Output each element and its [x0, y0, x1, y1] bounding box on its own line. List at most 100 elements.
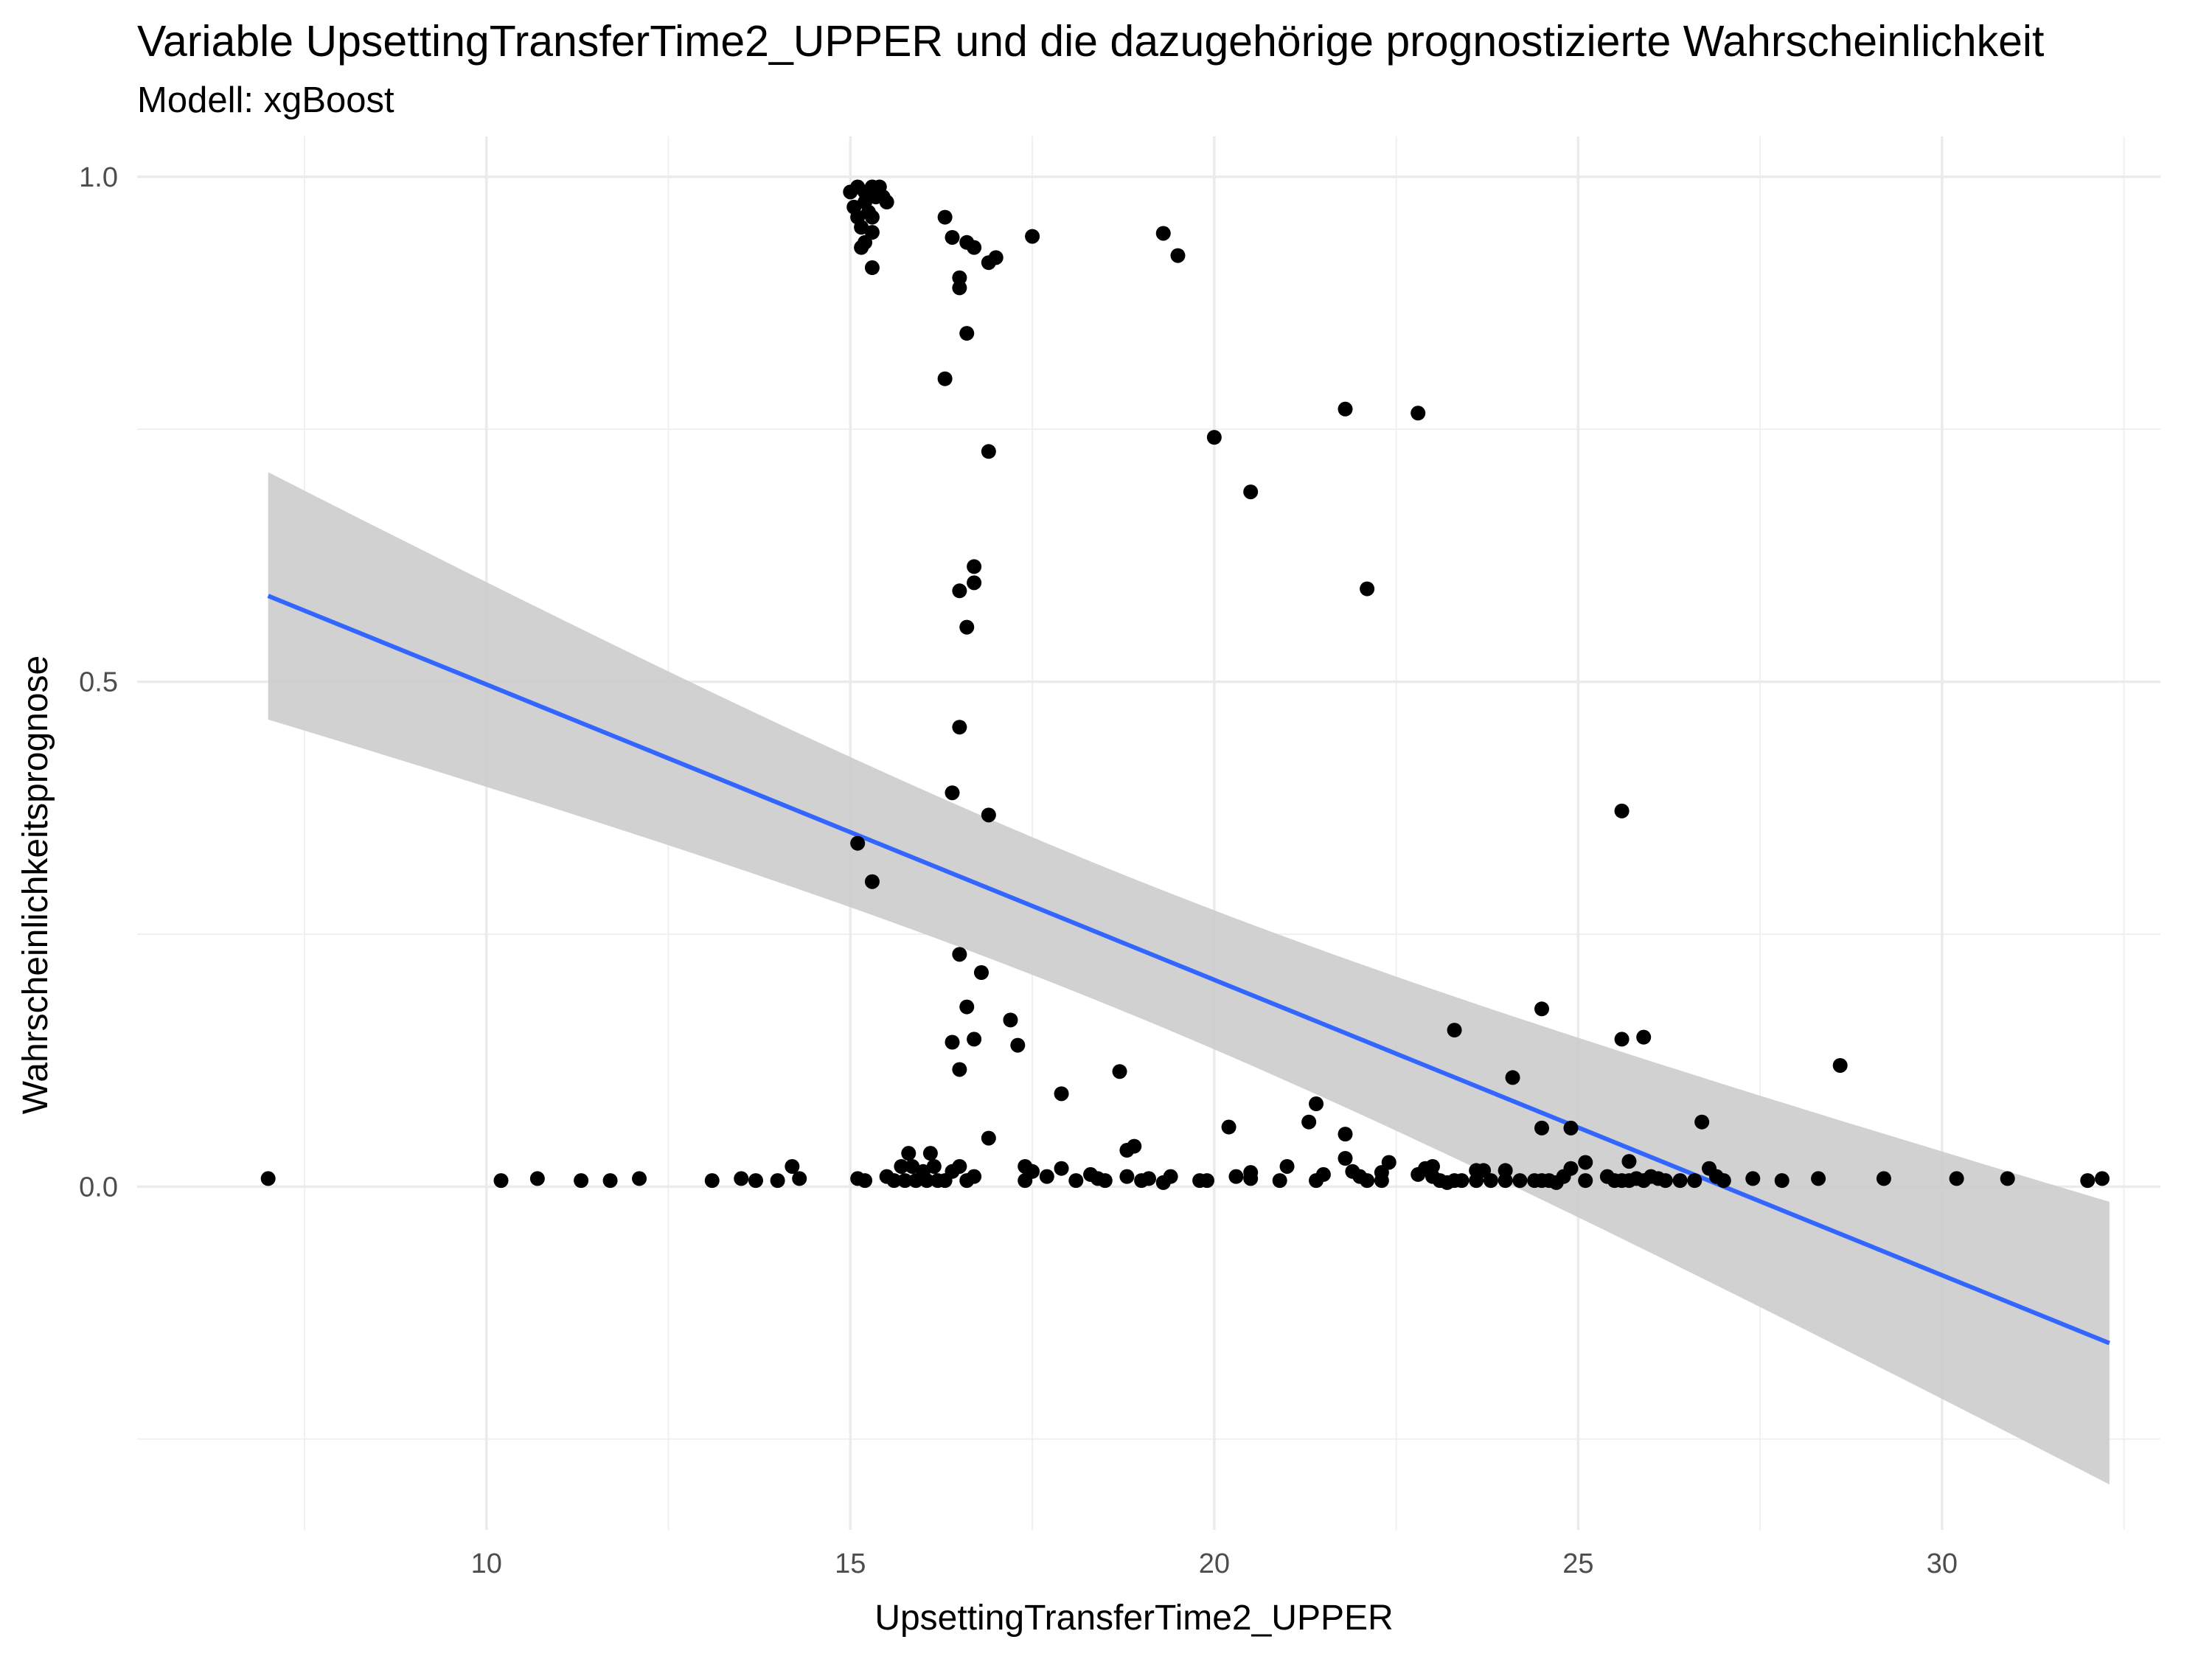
data-point: [1003, 1012, 1018, 1028]
data-point: [1360, 1173, 1375, 1189]
data-point: [967, 1169, 982, 1184]
data-point: [1505, 1070, 1520, 1085]
data-point: [632, 1171, 647, 1186]
data-point: [792, 1171, 807, 1186]
data-point: [493, 1173, 509, 1189]
data-point: [1018, 1173, 1033, 1189]
data-point: [1243, 1171, 1259, 1186]
data-point: [952, 1062, 967, 1077]
data-point: [967, 1032, 982, 1047]
data-point: [260, 1171, 276, 1186]
data-point: [1949, 1171, 1964, 1186]
data-point: [1636, 1029, 1652, 1045]
data-point: [952, 947, 967, 962]
data-point: [1578, 1173, 1593, 1189]
data-point: [529, 1171, 545, 1186]
data-point: [945, 785, 960, 801]
data-point: [1119, 1169, 1135, 1184]
data-point: [1687, 1173, 1703, 1189]
data-point: [734, 1171, 749, 1186]
data-point: [952, 583, 967, 599]
data-point: [785, 1158, 800, 1174]
chart-title: Variable UpsettingTransferTime2_UPPER un…: [137, 17, 2045, 66]
y-axis-title: Wahrscheinlichkeitsprognose: [16, 655, 55, 1115]
data-point: [2000, 1171, 2015, 1186]
data-point: [1360, 581, 1375, 597]
data-point: [886, 1173, 902, 1189]
data-point: [1716, 1173, 1731, 1189]
data-point: [1512, 1173, 1528, 1189]
data-point: [952, 270, 967, 285]
data-point: [1221, 1119, 1237, 1135]
data-point: [894, 1158, 909, 1174]
data-point: [1163, 1169, 1178, 1184]
data-point: [1127, 1138, 1142, 1154]
data-point: [952, 280, 967, 296]
data-point: [1563, 1120, 1579, 1135]
data-point: [2095, 1171, 2110, 1186]
data-point: [1272, 1173, 1287, 1189]
data-point: [2080, 1173, 2096, 1189]
data-point: [864, 260, 880, 276]
data-point: [1141, 1171, 1156, 1186]
data-point: [981, 444, 996, 459]
data-point: [922, 1146, 938, 1161]
data-point: [574, 1173, 589, 1189]
data-point: [1338, 1151, 1353, 1166]
data-point: [770, 1173, 785, 1189]
data-point: [1381, 1155, 1397, 1170]
data-point: [926, 1158, 942, 1174]
data-point: [1155, 226, 1171, 241]
data-point: [937, 371, 953, 386]
y-tick-label: 0.0: [79, 1172, 118, 1203]
y-axis-ticks: 0.0 0.5 1.0: [79, 162, 118, 1203]
data-point: [1025, 229, 1040, 244]
data-point: [1309, 1096, 1324, 1112]
data-point: [748, 1173, 763, 1189]
data-point: [1876, 1171, 1891, 1186]
data-point: [1563, 1161, 1579, 1176]
y-tick-label: 0.5: [79, 667, 118, 698]
data-point: [1039, 1169, 1054, 1184]
data-point: [959, 326, 975, 341]
data-point: [959, 619, 975, 635]
data-point: [1010, 1037, 1026, 1053]
data-point: [1534, 1001, 1550, 1017]
data-point: [1447, 1023, 1462, 1038]
data-point: [1534, 1120, 1550, 1135]
data-point: [1279, 1158, 1295, 1174]
data-point: [901, 1146, 917, 1161]
data-point: [864, 874, 880, 889]
data-point: [1199, 1173, 1214, 1189]
data-point: [1832, 1058, 1848, 1073]
data-point: [945, 1034, 960, 1050]
data-point: [858, 1173, 873, 1189]
data-point: [1483, 1173, 1498, 1189]
data-point: [1774, 1173, 1790, 1189]
data-point: [1498, 1173, 1513, 1189]
x-tick-label: 10: [471, 1548, 502, 1579]
data-point: [850, 835, 866, 851]
data-points: [260, 179, 2110, 1190]
data-point: [1228, 1169, 1244, 1184]
data-point: [1672, 1173, 1688, 1189]
data-point: [1614, 1032, 1630, 1047]
data-point: [1621, 1154, 1637, 1169]
data-point: [1097, 1173, 1113, 1189]
data-point: [945, 229, 960, 245]
data-point: [959, 999, 975, 1015]
chart-subtitle: Modell: xgBoost: [137, 80, 394, 120]
data-point: [967, 559, 982, 574]
data-point: [602, 1173, 618, 1189]
data-point: [967, 240, 982, 255]
data-point: [1338, 1127, 1353, 1142]
data-point: [1454, 1173, 1470, 1189]
confidence-band: [268, 472, 2110, 1485]
data-point: [897, 1173, 913, 1189]
data-point: [1206, 430, 1222, 445]
data-point: [704, 1173, 720, 1189]
data-point: [1068, 1173, 1084, 1189]
data-point: [1243, 484, 1259, 500]
data-point: [952, 720, 967, 735]
